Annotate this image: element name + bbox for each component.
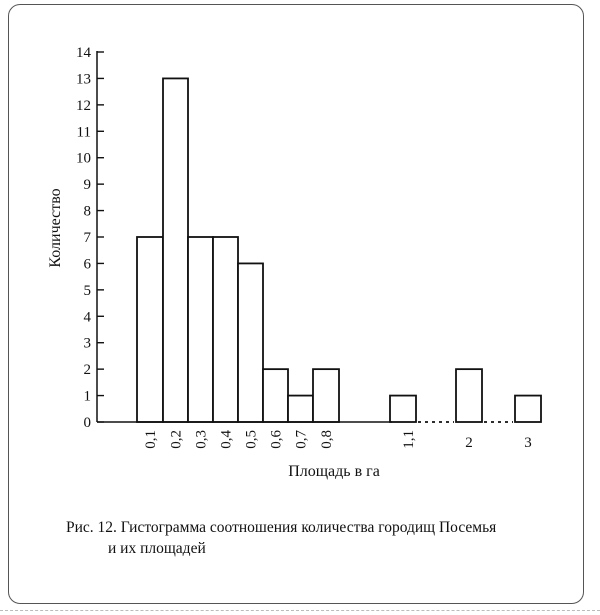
y-tick-label: 12 (76, 98, 91, 114)
y-tick-label: 0 (84, 415, 92, 431)
x-tick-label: 0,8 (319, 430, 335, 449)
bar (287, 394, 314, 423)
x-axis-label: Площадь в га (288, 463, 380, 480)
x-tick-label: 0,2 (169, 430, 185, 449)
x-tick-label: 0,3 (194, 430, 210, 449)
y-tick-label: 1 (84, 389, 92, 405)
y-axis-label: Количество (47, 188, 64, 267)
bar (455, 368, 483, 423)
x-tick-label: 0,7 (294, 430, 310, 449)
y-tick-label: 2 (84, 362, 92, 378)
bar (389, 394, 417, 423)
figure-caption-line1: Рис. 12. Гистограмма соотношения количес… (66, 519, 497, 536)
bar (514, 394, 542, 423)
x-tick-label: 1,1 (401, 430, 417, 449)
y-tick-label: 11 (77, 124, 91, 140)
x-tick-label: 0,6 (269, 430, 285, 449)
bar (187, 236, 214, 423)
figure-frame (8, 4, 584, 604)
y-tick-label: 3 (84, 336, 92, 352)
y-tick-label: 13 (76, 71, 91, 87)
y-tick-label: 4 (84, 309, 92, 325)
bar (312, 368, 340, 423)
y-tick-label: 10 (76, 151, 91, 167)
y-tick-label: 9 (84, 177, 92, 193)
x-tick-label: 3 (524, 435, 532, 451)
y-tick-label: 8 (84, 204, 92, 220)
bar (162, 77, 189, 423)
x-tick-label: 0,4 (219, 430, 235, 449)
x-tick-label: 2 (465, 435, 473, 451)
page-edge-line (0, 610, 600, 611)
x-axis-tick-labels: 0,1 0,2 0,3 0,4 0,5 0,6 0,7 0,8 1,1 2 3 (143, 430, 532, 452)
x-tick-label: 0,5 (244, 430, 260, 449)
bar (262, 368, 289, 423)
figure-caption-line2: и их площадей (108, 540, 206, 557)
bar (212, 236, 239, 423)
bar (136, 236, 164, 423)
bar (237, 262, 264, 423)
y-tick-label: 6 (84, 256, 92, 272)
y-tick-label: 14 (76, 45, 92, 61)
x-tick-label: 0,1 (143, 430, 159, 449)
bars (136, 77, 542, 423)
y-tick-label: 5 (84, 283, 92, 299)
y-tick-label: 7 (84, 230, 92, 246)
